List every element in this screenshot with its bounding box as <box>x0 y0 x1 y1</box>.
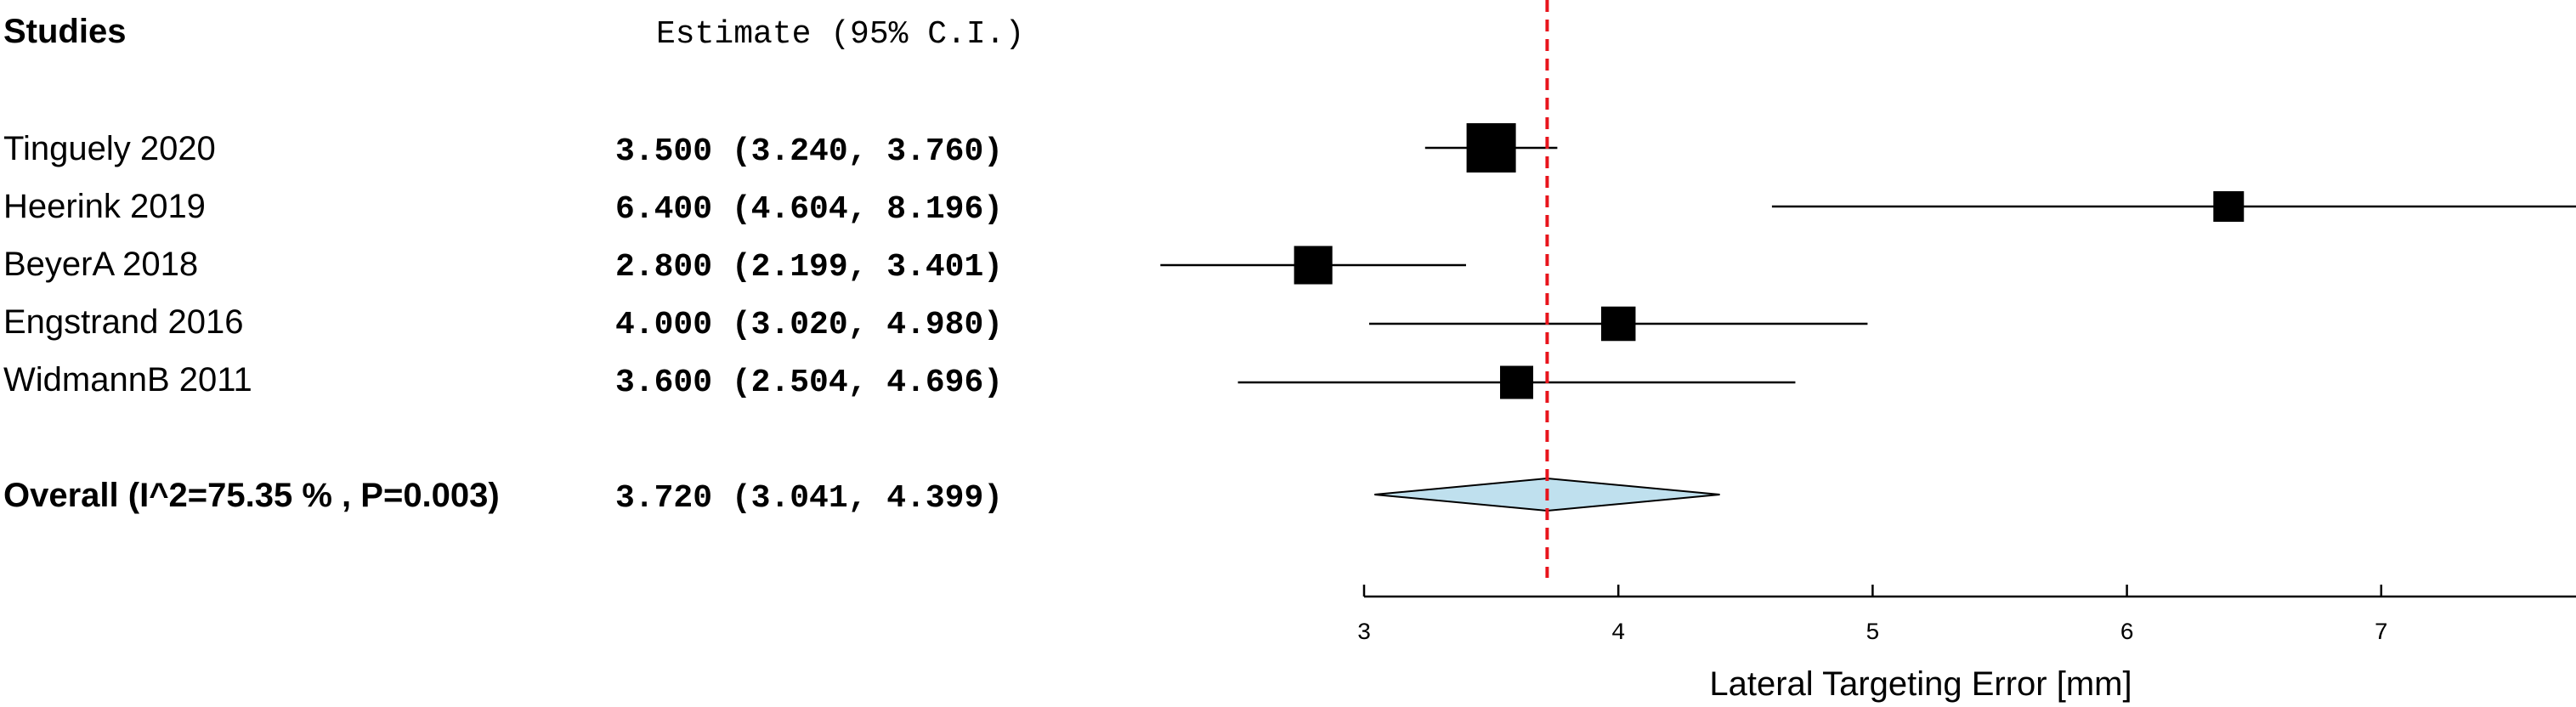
overall-estimate: 3.720 (3.041, 4.399) <box>615 480 1003 517</box>
study-label-1: Heerink 2019 <box>3 188 206 225</box>
x-tick-label-3: 6 <box>2120 620 2134 647</box>
estimate-square-2 <box>1294 246 1333 285</box>
x-axis-label: Lateral Targeting Error [mm] <box>1709 665 2132 703</box>
study-estimate-1: 6.400 (4.604, 8.196) <box>615 191 1003 228</box>
studies-header: Studies <box>3 13 126 50</box>
overall-label: Overall (I^2=75.35 % , P=0.003) <box>3 477 500 514</box>
study-label-3: Engstrand 2016 <box>3 303 243 341</box>
estimate-square-3 <box>1600 306 1636 342</box>
study-estimate-0: 3.500 (3.240, 3.760) <box>615 133 1003 170</box>
study-estimate-4: 3.600 (2.504, 4.696) <box>615 365 1003 401</box>
estimate-square-0 <box>1466 123 1516 173</box>
estimate-square-1 <box>2213 191 2245 222</box>
x-tick-label-0: 3 <box>1357 620 1372 647</box>
estimate-square-4 <box>1500 365 1534 399</box>
x-tick-label-2: 5 <box>1865 620 1880 647</box>
x-tick-label-4: 7 <box>2374 620 2388 647</box>
study-label-2: BeyerA 2018 <box>3 246 198 283</box>
x-tick-label-1: 4 <box>1611 620 1626 647</box>
study-label-0: Tinguely 2020 <box>3 130 216 167</box>
estimate-header: Estimate (95% C.I.) <box>656 16 1024 53</box>
study-estimate-3: 4.000 (3.020, 4.980) <box>615 307 1003 343</box>
study-label-4: WidmannB 2011 <box>3 361 252 399</box>
plot-area: 345678 <box>1160 0 2576 647</box>
study-estimate-2: 2.800 (2.199, 3.401) <box>615 249 1003 286</box>
